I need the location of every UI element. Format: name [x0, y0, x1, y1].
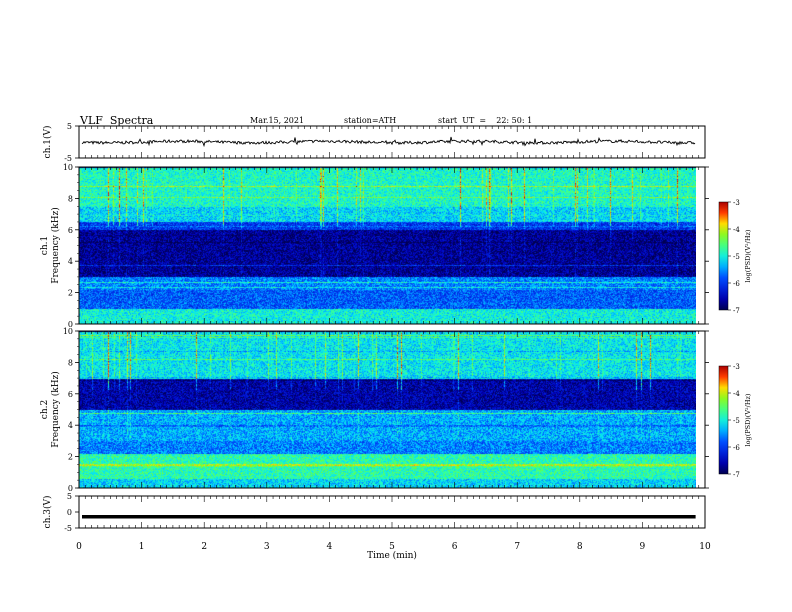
- y-tick-label: 4: [68, 257, 73, 266]
- x-axis-label: Time (min): [367, 550, 417, 561]
- colorbar-tick-label: -6: [733, 444, 740, 452]
- y-tick-label: 0: [68, 320, 73, 329]
- colorbar-tick-label: -5: [733, 417, 740, 425]
- y-tick-label: 4: [68, 421, 73, 430]
- y-tick-label: 2: [68, 289, 73, 298]
- x-tick-label: 3: [264, 542, 270, 552]
- chart-title: VLF Spectra: [80, 114, 154, 127]
- x-tick-label: 7: [514, 542, 520, 552]
- y-tick-label: 5: [67, 492, 72, 501]
- colorbar-tick-label: -4: [733, 226, 740, 234]
- y-tick-label: 10: [63, 327, 73, 336]
- colorbar-tick-label: -7: [733, 471, 740, 479]
- y-axis-label: Frequency (kHz): [50, 371, 61, 448]
- x-tick-label: 1: [139, 542, 145, 552]
- x-tick-label: 5: [389, 542, 395, 552]
- x-tick-label: 8: [577, 542, 583, 552]
- x-tick-label: 6: [452, 542, 458, 552]
- y-tick-label: -5: [64, 524, 72, 533]
- date-label: Mar.15, 2021: [250, 116, 305, 125]
- y-tick-label: 6: [68, 226, 73, 235]
- y-tick-label: -5: [64, 154, 72, 163]
- ch1-trace: [81, 136, 696, 148]
- colorbar: [718, 201, 729, 311]
- colorbar-tick-label: -5: [733, 253, 740, 261]
- colorbar-tick-label: -3: [733, 363, 740, 371]
- colorbar-tick-label: -6: [733, 280, 740, 288]
- colorbar-tick-label: -7: [733, 307, 740, 315]
- y-tick-label: 0: [67, 508, 72, 517]
- y-tick-label: 10: [63, 163, 73, 172]
- colorbar-tick-label: -3: [733, 199, 740, 207]
- x-tick-label: 4: [327, 542, 333, 552]
- station-label: station=ATH: [344, 116, 397, 125]
- spectrogram-image: [79, 331, 696, 488]
- colorbar-label: log(PSD)(V²/Hz): [744, 393, 752, 446]
- y-tick-label: 6: [68, 390, 73, 399]
- x-tick-label: 2: [201, 542, 207, 552]
- colorbar: [718, 365, 729, 475]
- colorbar-tick-label: -4: [733, 390, 740, 398]
- x-tick-label: 10: [699, 542, 711, 552]
- y-tick-label: 0: [68, 484, 73, 493]
- x-tick-label: 0: [76, 542, 82, 552]
- y-axis-label: ch.1(V): [42, 126, 53, 159]
- colorbar-label: log(PSD)(V²/Hz): [744, 229, 752, 282]
- y-tick-label: 2: [68, 453, 73, 462]
- y-tick-label: 8: [68, 358, 73, 367]
- y-axis-label: ch.1: [40, 236, 50, 255]
- start-time-label: start UT = 22: 50: 1: [438, 116, 533, 125]
- y-tick-label: 5: [67, 122, 72, 131]
- y-tick-label: 8: [68, 194, 73, 203]
- spectrogram-image: [79, 167, 696, 324]
- y-axis-label: ch.3(V): [42, 496, 53, 529]
- y-axis-label: Frequency (kHz): [50, 207, 61, 284]
- x-tick-label: 9: [640, 542, 646, 552]
- y-axis-label: ch.2: [40, 400, 50, 419]
